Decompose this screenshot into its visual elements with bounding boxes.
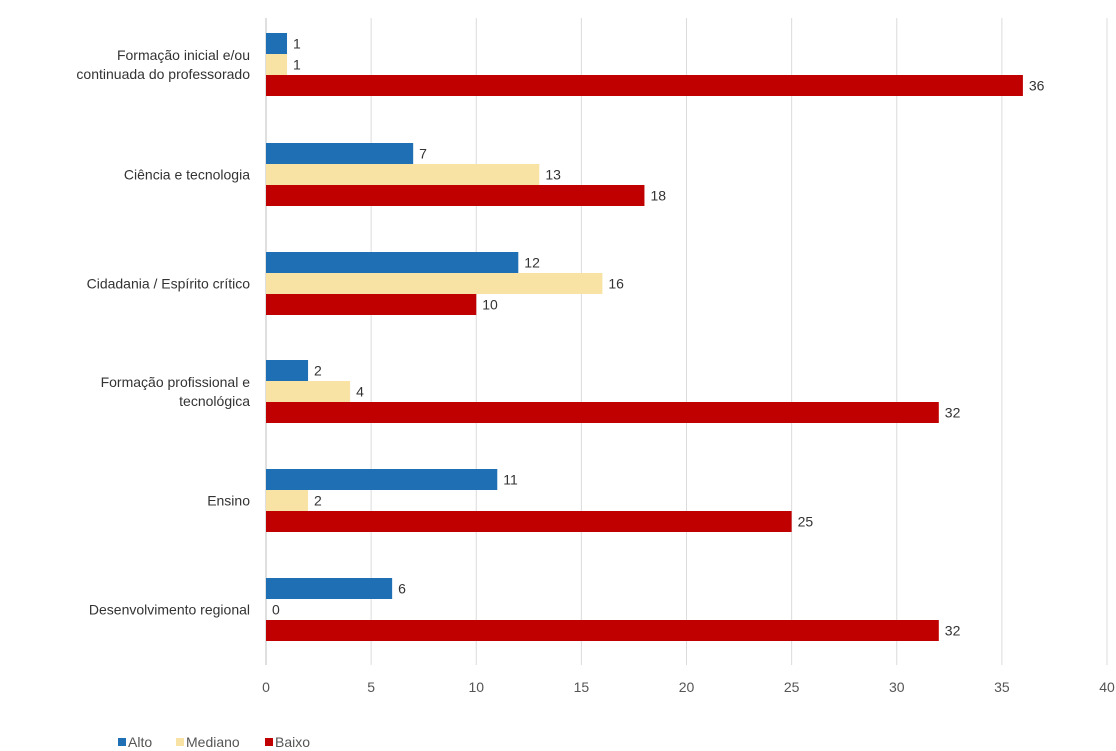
bar-alto <box>266 252 519 273</box>
bar-mediano <box>266 164 540 185</box>
legend-label-baixo: Baixo <box>275 734 310 750</box>
category-label: Formação inicial e/ou continuada do profe… <box>76 47 250 82</box>
bar-baixo <box>266 294 477 315</box>
x-tick-label: 15 <box>574 679 590 695</box>
bar-baixo <box>266 620 939 641</box>
category-label: Ciência e tecnologia <box>124 167 250 183</box>
data-label: 36 <box>1029 78 1045 94</box>
data-label: 32 <box>945 405 961 421</box>
bar-mediano <box>266 54 288 75</box>
bar-baixo <box>266 402 939 423</box>
bar-baixo <box>266 185 645 206</box>
category-label: Cidadania / Espírito crítico <box>87 276 251 292</box>
bar-alto <box>266 578 393 599</box>
x-tick-label: 5 <box>367 679 375 695</box>
data-label: 4 <box>356 384 364 400</box>
bar-baixo <box>266 511 792 532</box>
category-labels: Formação inicial e/ou continuada do profe… <box>76 47 250 618</box>
bar-mediano <box>266 381 351 402</box>
bar-baixo <box>266 75 1023 96</box>
bar-alto <box>266 33 288 54</box>
gridlines <box>265 18 1108 665</box>
data-label: 18 <box>650 188 666 204</box>
data-label: 10 <box>482 297 498 313</box>
category-label: Ensino <box>207 493 250 509</box>
category-label: Formação profissional e tecnológica <box>101 374 251 409</box>
x-tick-label: 40 <box>1099 679 1115 695</box>
x-tick-label: 35 <box>994 679 1010 695</box>
data-label: 2 <box>314 493 322 509</box>
legend-label-mediano: Mediano <box>186 734 240 750</box>
x-tick-label: 20 <box>679 679 695 695</box>
data-label: 25 <box>798 514 814 530</box>
data-label: 2 <box>314 363 322 379</box>
legend-label-alto: Alto <box>128 734 152 750</box>
bar-mediano <box>266 490 309 511</box>
legend-swatch-baixo <box>265 738 273 746</box>
data-label: 7 <box>419 146 427 162</box>
legend-swatch-mediano <box>176 738 184 746</box>
legend-swatch-alto <box>118 738 126 746</box>
bar-alto <box>266 469 498 490</box>
x-tick-label: 30 <box>889 679 905 695</box>
data-label: 16 <box>608 276 624 292</box>
data-label: 12 <box>524 255 540 271</box>
data-label: 6 <box>398 581 406 597</box>
x-tick-labels: 0 5 10 15 20 25 30 35 40 <box>262 679 1115 695</box>
x-tick-label: 0 <box>262 679 270 695</box>
data-label: 11 <box>503 472 518 488</box>
data-label: 13 <box>545 167 561 183</box>
x-tick-label: 10 <box>468 679 484 695</box>
bar-alto <box>266 360 309 381</box>
category-label: Desenvolvimento regional <box>89 602 250 618</box>
bar-alto <box>266 143 414 164</box>
x-tick-label: 25 <box>784 679 800 695</box>
data-label: 0 <box>272 602 280 618</box>
bar-mediano <box>266 273 603 294</box>
data-label: 1 <box>293 57 301 73</box>
legend: Alto Mediano Baixo <box>118 734 310 750</box>
bars <box>266 33 1023 641</box>
data-label: 1 <box>293 36 301 52</box>
data-label: 32 <box>945 623 961 639</box>
